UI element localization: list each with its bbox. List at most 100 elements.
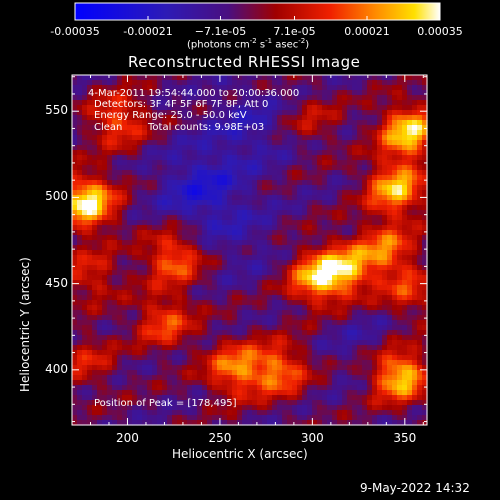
heatmap-cell (167, 335, 173, 341)
heatmap-cell (107, 75, 113, 81)
heatmap-cell (162, 315, 168, 321)
heatmap-cell (212, 235, 218, 241)
heatmap-cell (277, 385, 283, 391)
heatmap-cell (207, 290, 213, 296)
heatmap-cell (227, 95, 233, 101)
heatmap-cell (387, 340, 393, 346)
heatmap-cell (327, 225, 333, 231)
heatmap-cell (357, 80, 363, 86)
heatmap-cell (392, 275, 398, 281)
heatmap-cell (82, 350, 88, 356)
heatmap-cell (147, 190, 153, 196)
heatmap-cell (87, 415, 93, 421)
heatmap-cell (357, 410, 363, 416)
heatmap-cell (137, 255, 143, 261)
heatmap-cell (217, 195, 223, 201)
heatmap-cell (122, 85, 128, 91)
heatmap-cell (142, 265, 148, 271)
heatmap-cell (247, 165, 253, 171)
heatmap-cell (257, 270, 263, 276)
heatmap-cell (92, 315, 98, 321)
heatmap-cell (167, 95, 173, 101)
heatmap-cell (297, 385, 303, 391)
heatmap-cell (352, 295, 358, 301)
heatmap-cell (142, 130, 148, 136)
heatmap-cell (412, 225, 418, 231)
heatmap-cell (247, 120, 253, 126)
heatmap-cell (82, 200, 88, 206)
heatmap-cell (207, 105, 213, 111)
heatmap-cell (342, 405, 348, 411)
heatmap-cell (227, 175, 233, 181)
heatmap-cell (242, 140, 248, 146)
heatmap-cell (407, 145, 413, 151)
heatmap-cell (122, 345, 128, 351)
heatmap-cell (367, 150, 373, 156)
heatmap-cell (382, 240, 388, 246)
heatmap-cell (137, 195, 143, 201)
heatmap-cell (137, 125, 143, 131)
heatmap-cell (177, 215, 183, 221)
heatmap-cell (77, 400, 83, 406)
heatmap-cell (207, 185, 213, 191)
heatmap-cell (152, 185, 158, 191)
heatmap-cell (247, 140, 253, 146)
heatmap-cell (262, 85, 268, 91)
heatmap-cell (92, 265, 98, 271)
heatmap-cell (357, 75, 363, 81)
heatmap-cell (172, 200, 178, 206)
heatmap-cell (322, 130, 328, 136)
heatmap-cell (262, 100, 268, 106)
heatmap-cell (407, 220, 413, 226)
heatmap-cell (217, 115, 223, 121)
heatmap-cell (342, 135, 348, 141)
heatmap-cell (132, 75, 138, 81)
heatmap-cell (92, 235, 98, 241)
heatmap-cell (92, 190, 98, 196)
heatmap-cell (202, 220, 208, 226)
heatmap-cell (282, 310, 288, 316)
heatmap-cell (187, 300, 193, 306)
heatmap-cell (322, 205, 328, 211)
heatmap-cell (227, 345, 233, 351)
heatmap-cell (117, 145, 123, 151)
heatmap-cell (287, 90, 293, 96)
heatmap-cell (292, 290, 298, 296)
heatmap-cell (397, 350, 403, 356)
heatmap-cell (87, 110, 93, 116)
heatmap-cell (322, 85, 328, 91)
heatmap-cell (172, 190, 178, 196)
heatmap-cell (377, 295, 383, 301)
heatmap-cell (312, 330, 318, 336)
heatmap-cell (192, 345, 198, 351)
heatmap-cell (232, 170, 238, 176)
heatmap-cell (232, 120, 238, 126)
heatmap-cell (242, 350, 248, 356)
heatmap-cell (347, 340, 353, 346)
heatmap-cell (282, 105, 288, 111)
heatmap-cell (357, 140, 363, 146)
heatmap-cell (187, 90, 193, 96)
heatmap-cell (367, 235, 373, 241)
heatmap-cell (192, 130, 198, 136)
heatmap-cell (222, 145, 228, 151)
heatmap-cell (382, 100, 388, 106)
heatmap-cell (162, 280, 168, 286)
heatmap-cell (212, 410, 218, 416)
heatmap-cell (292, 245, 298, 251)
heatmap-cell (362, 80, 368, 86)
heatmap-cell (107, 360, 113, 366)
heatmap-cell (247, 205, 253, 211)
heatmap-cell (252, 245, 258, 251)
heatmap-cell (142, 230, 148, 236)
heatmap-cell (162, 175, 168, 181)
heatmap-cell (282, 140, 288, 146)
heatmap-cell (167, 260, 173, 266)
heatmap-cell (407, 175, 413, 181)
heatmap-cell (367, 115, 373, 121)
heatmap-cell (127, 365, 133, 371)
heatmap-cell (157, 335, 163, 341)
heatmap-cell (232, 275, 238, 281)
heatmap-cell (387, 380, 393, 386)
heatmap-cell (202, 380, 208, 386)
